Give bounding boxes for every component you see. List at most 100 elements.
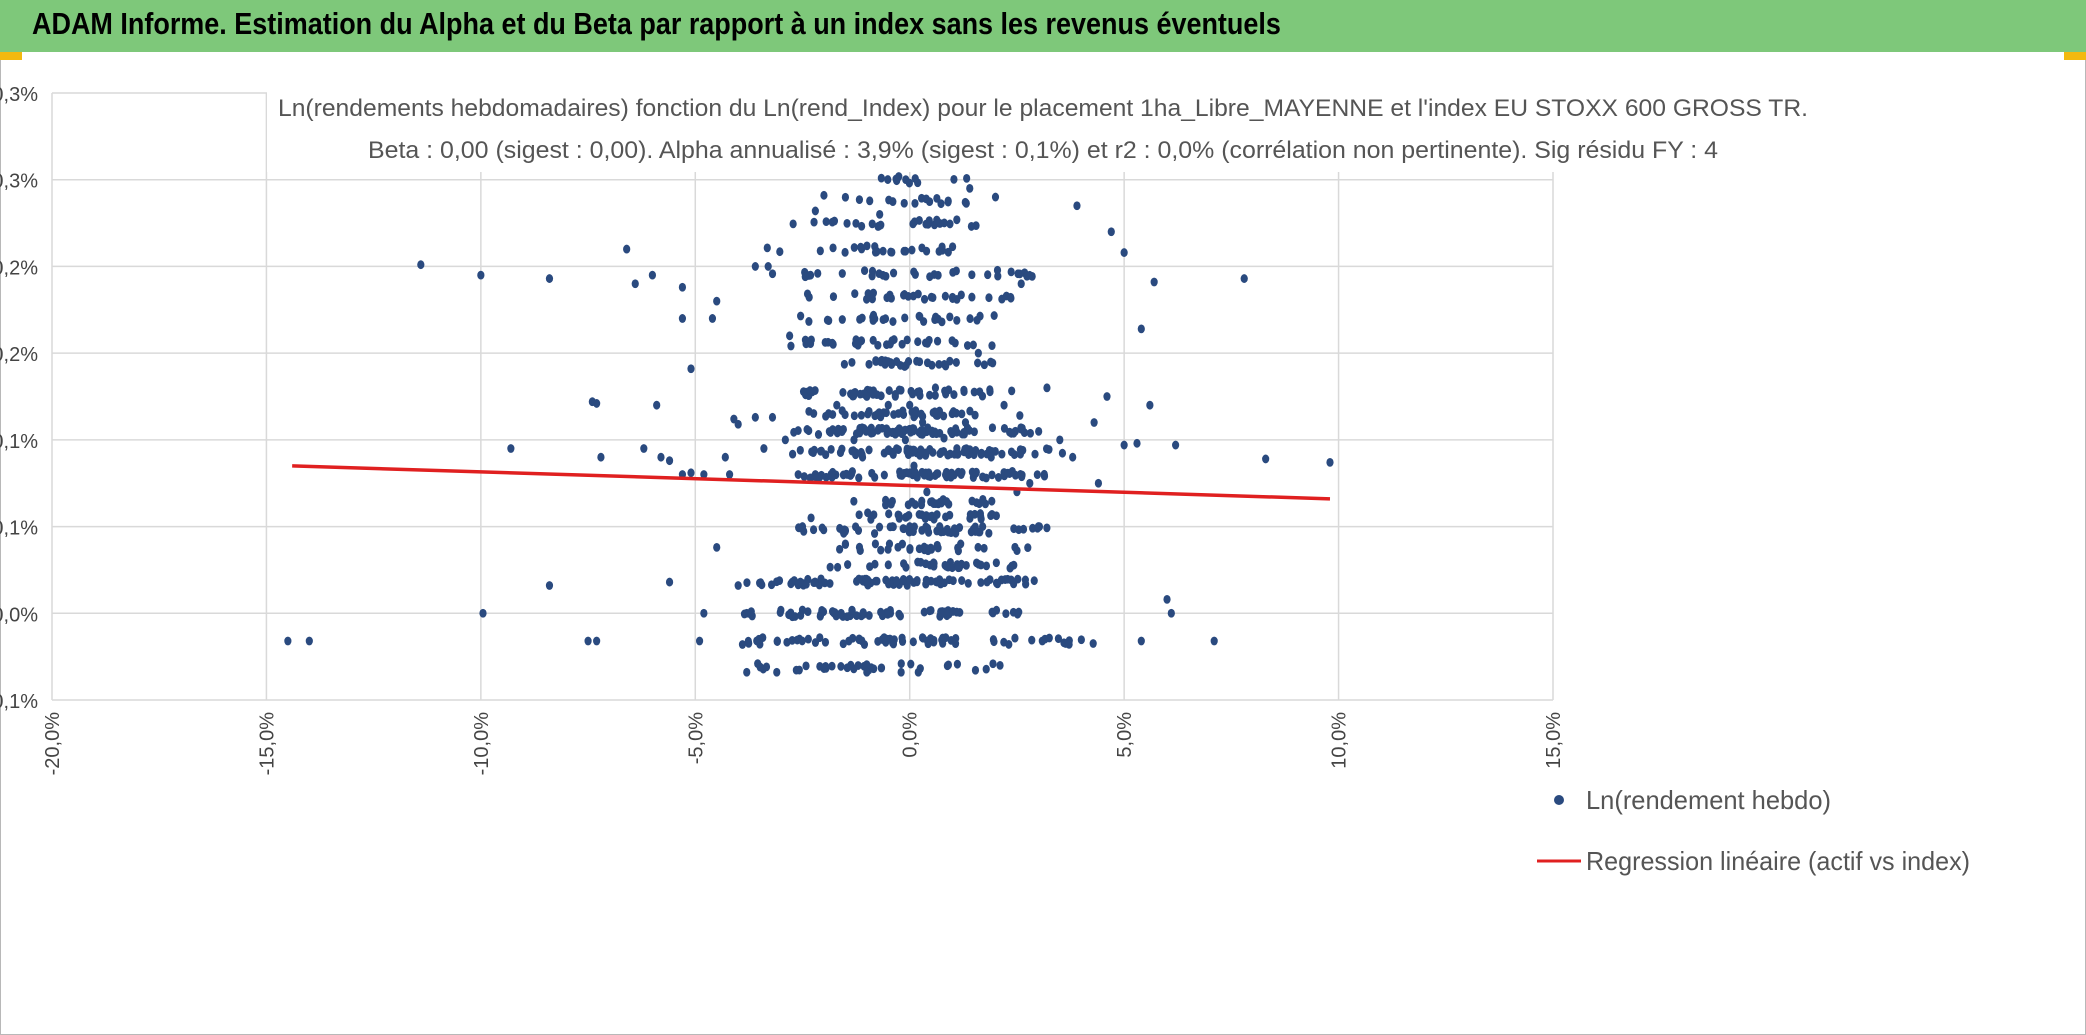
data-point <box>759 633 767 643</box>
x-tick-label: 0,0% <box>900 712 922 758</box>
data-point <box>893 426 901 436</box>
data-point <box>795 665 803 675</box>
data-point <box>974 542 982 552</box>
data-point <box>1240 274 1248 283</box>
data-point <box>1026 428 1034 438</box>
data-point <box>971 410 979 420</box>
data-point <box>798 636 806 646</box>
data-point <box>920 607 928 617</box>
data-point <box>822 472 830 482</box>
page-title: ADAM Informe. Estimation du Alpha et du … <box>32 6 1281 41</box>
data-point <box>977 448 986 458</box>
data-point <box>1007 267 1015 277</box>
data-point <box>880 470 888 480</box>
data-point <box>957 539 965 549</box>
data-point <box>895 514 903 523</box>
data-point <box>982 473 990 483</box>
data-point <box>992 578 1001 588</box>
data-point <box>884 609 892 619</box>
data-point <box>998 449 1006 459</box>
data-point <box>858 452 867 462</box>
data-point <box>857 410 865 420</box>
data-point <box>961 197 969 207</box>
data-point <box>988 341 996 351</box>
data-point <box>1022 579 1030 589</box>
data-point <box>946 356 954 366</box>
data-point <box>826 562 834 572</box>
data-point <box>767 580 776 590</box>
data-point <box>899 575 907 585</box>
data-point <box>903 446 911 456</box>
data-point <box>874 340 882 350</box>
data-point <box>1120 440 1128 450</box>
y-tick-label: 0,0% <box>0 604 38 626</box>
data-point <box>901 313 909 323</box>
data-point <box>1026 478 1034 488</box>
data-point <box>922 246 931 256</box>
data-point <box>914 178 922 188</box>
data-point <box>838 315 846 324</box>
data-point <box>816 662 824 671</box>
data-point <box>786 331 794 341</box>
data-point <box>850 388 858 398</box>
data-point <box>851 289 859 299</box>
data-point <box>841 247 849 257</box>
data-point <box>1326 458 1334 467</box>
data-point <box>507 444 515 453</box>
data-point <box>920 470 928 480</box>
data-point <box>1011 542 1019 552</box>
data-point <box>825 316 833 325</box>
data-point <box>998 294 1006 304</box>
data-point <box>802 661 810 671</box>
data-point <box>1023 271 1031 281</box>
data-point <box>985 293 993 303</box>
data-point <box>927 292 935 302</box>
data-point <box>1042 444 1051 454</box>
data-point <box>1137 636 1145 646</box>
y-tick-label: 0,3% <box>0 171 38 193</box>
data-point <box>863 667 871 677</box>
data-point <box>910 424 918 434</box>
data-point <box>915 510 923 519</box>
data-point <box>1017 424 1025 434</box>
data-point <box>974 348 982 358</box>
data-point <box>657 452 665 462</box>
data-point <box>857 221 866 231</box>
data-point <box>953 444 961 453</box>
data-point <box>798 605 807 615</box>
data-point <box>933 336 942 346</box>
data-point <box>926 390 934 400</box>
data-point <box>863 241 871 251</box>
data-point <box>884 175 892 184</box>
data-point <box>933 540 941 550</box>
data-point <box>1024 543 1032 553</box>
data-point <box>888 336 896 346</box>
data-point <box>753 636 761 646</box>
data-point <box>932 429 941 439</box>
data-point <box>967 222 976 231</box>
x-tick-label: -5,0% <box>685 712 707 764</box>
data-point <box>969 340 977 350</box>
data-point <box>1172 440 1180 450</box>
data-point <box>954 563 962 573</box>
data-point <box>870 664 878 674</box>
data-point <box>950 174 958 184</box>
data-point <box>904 291 912 301</box>
data-point <box>988 423 997 433</box>
data-point <box>903 335 911 345</box>
data-point <box>700 608 708 618</box>
data-point <box>889 638 897 648</box>
data-point <box>1004 468 1012 478</box>
data-point <box>773 667 781 677</box>
data-point <box>852 522 860 532</box>
x-tick-label: -10,0% <box>471 712 493 776</box>
data-point <box>855 542 864 552</box>
data-point <box>836 544 844 554</box>
y-tick-label: 0,1% <box>0 431 38 453</box>
data-point <box>894 445 902 454</box>
data-point <box>768 269 777 279</box>
data-point <box>841 539 849 549</box>
data-point <box>895 385 903 395</box>
data-point <box>816 246 824 256</box>
data-point <box>988 509 996 519</box>
